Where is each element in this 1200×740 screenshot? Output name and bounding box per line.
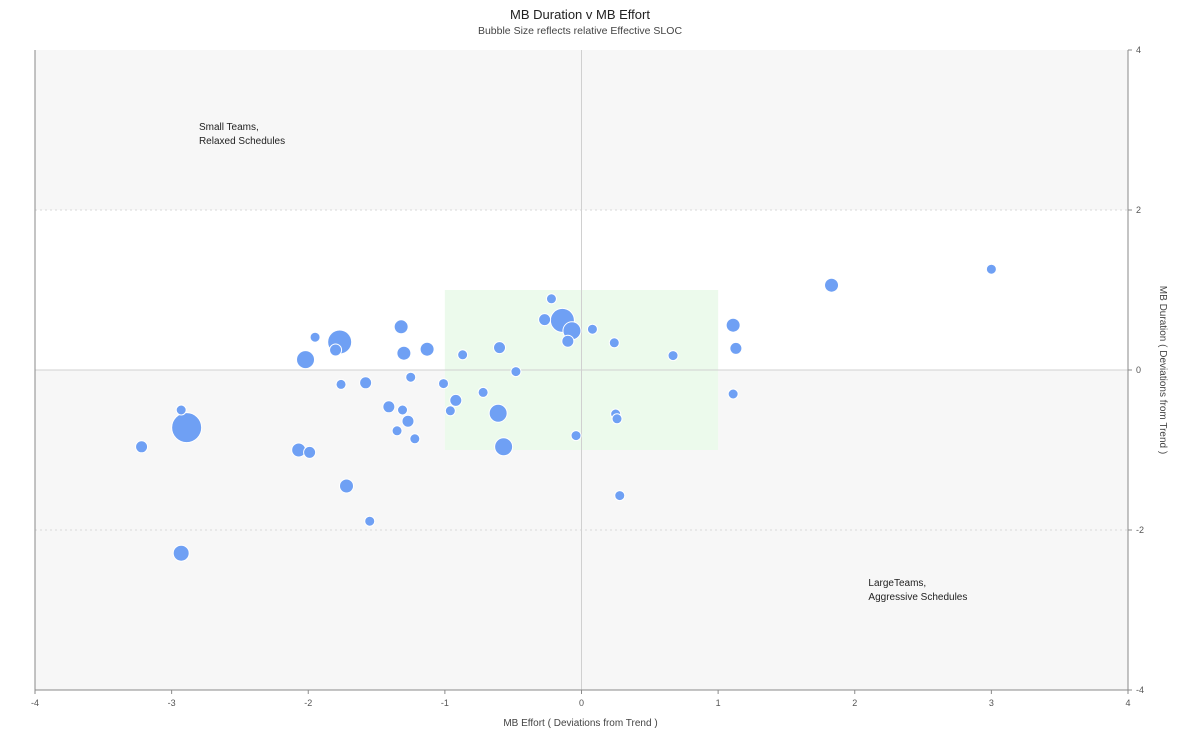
y-tick-label: -2 [1136,525,1144,535]
annotation: Small Teams, Relaxed Schedules [199,122,285,147]
x-tick-label: 4 [1125,698,1130,708]
x-tick-label: -4 [31,698,39,708]
bubble-point [729,341,743,355]
annotation-line: Relaxed Schedules [199,136,285,147]
bubble-point [401,414,415,428]
axes: -4 -3 -2 -1 0 1 2 3 4 4 2 0 -2 -4 [31,45,1144,708]
bubble-point [727,388,739,400]
bubble-point [725,317,741,333]
bubble-point [570,430,582,442]
bubble-point [611,413,623,425]
bubble-point [396,345,412,361]
bubble-point [339,478,355,494]
x-axis-label: MB Effort ( Deviations from Trend ) [503,718,657,729]
bubble-point [171,412,203,444]
bubble-point [510,366,522,378]
annotation-line: Small Teams, [199,122,259,133]
bubble-point [444,405,456,417]
bubble-point [586,323,598,335]
bubble-point [329,343,343,357]
gridlines [35,50,1128,690]
bubble-point [457,349,469,361]
annotations: Small Teams, Relaxed Schedules LargeTeams,… [199,122,967,603]
y-tick-label: -4 [1136,685,1144,695]
bubble-point [309,331,321,343]
annotation-line: LargeTeams, [868,578,926,589]
x-tick-label: 3 [989,698,994,708]
annotation-line: Aggressive Schedules [868,592,967,603]
bubble-point [608,337,620,349]
bubble-point [419,341,435,357]
bubble-point [409,433,421,445]
bubble-point [494,437,514,457]
bubble-point [172,544,190,562]
bubble-point [393,319,409,335]
bubble-point [405,371,417,383]
bubble-point [175,404,187,416]
bubble-point [493,341,507,355]
bubble-point [438,378,450,390]
bubble-point [538,313,552,327]
bubble-point [382,400,396,414]
bubble-point [335,378,347,390]
bubble-point [397,404,409,416]
bubble-point [391,425,403,437]
y-axis-label: MB Duration ( Deviations from Trend ) [1157,286,1168,454]
annotation: LargeTeams, Aggressive Schedules [868,578,967,603]
bubbles [135,263,997,562]
x-tick-label: 0 [579,698,584,708]
bubble-point [135,440,149,454]
bubble-point [561,334,575,348]
bubble-point [359,376,373,390]
x-tick-label: -1 [441,698,449,708]
bubble-point [477,386,489,398]
chart-title: MB Duration v MB Effort [510,7,650,22]
bubble-point [985,263,997,275]
chart-subtitle: Bubble Size reflects relative Effective … [477,25,683,37]
x-tick-label: -2 [304,698,312,708]
bubble-point [488,403,508,423]
x-tick-label: 1 [716,698,721,708]
bubble-point [614,490,626,502]
bubble-point [296,350,316,370]
bubble-point [824,277,840,293]
y-tick-label: 2 [1136,205,1141,215]
bubble-point [667,350,679,362]
y-tick-label: 4 [1136,45,1141,55]
bubble-point [364,515,376,527]
bubble-point [303,445,317,459]
x-tick-label: 2 [852,698,857,708]
bubble-point [545,293,557,305]
bubble-point [449,393,463,407]
x-tick-label: -3 [168,698,176,708]
y-tick-label: 0 [1136,365,1141,375]
